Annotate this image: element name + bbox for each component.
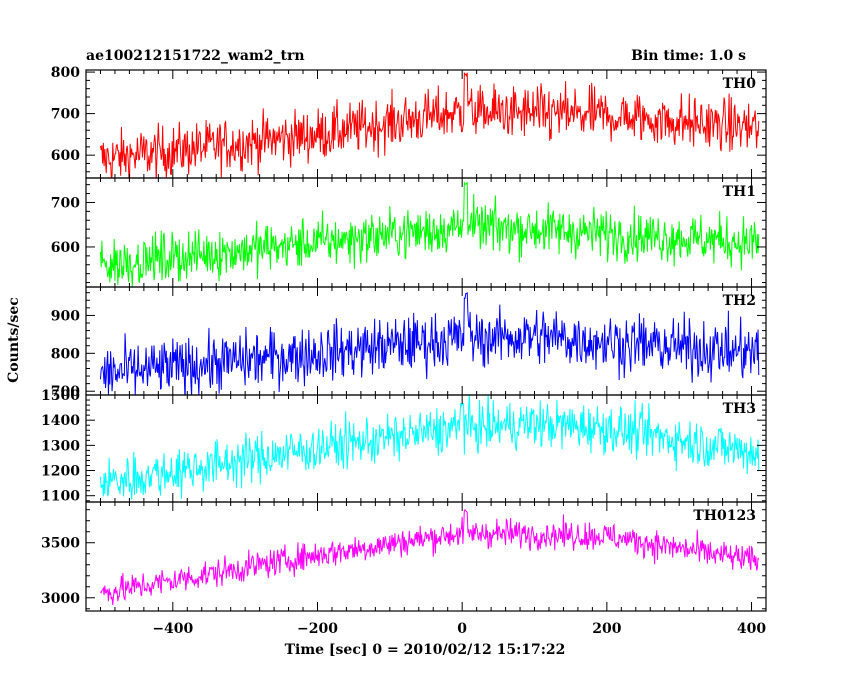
y-tick-label: 900 — [51, 308, 80, 324]
x-tick-label: 0 — [457, 621, 467, 637]
x-axis-label: Time [sec] 0 = 2010/02/12 15:17:22 — [285, 642, 566, 658]
panel-label-th0: TH0 — [723, 76, 757, 92]
y-tick-label: 600 — [51, 148, 80, 164]
y-tick-label: 800 — [51, 65, 80, 81]
x-tick-label: −400 — [152, 621, 193, 637]
series-line-th3 — [99, 395, 760, 500]
panel-label-th2: TH2 — [723, 293, 756, 309]
panel-frame-th0123 — [85, 501, 767, 612]
y-tick-label: 1100 — [41, 489, 80, 505]
x-tick-label: −200 — [297, 621, 338, 637]
series-line-th1 — [99, 181, 760, 287]
y-axis-label: Counts/sec — [6, 297, 22, 383]
panels-layer: TH0 600 700 800 TH1 600 700 TH2 700 800 900 TH3 1100… — [41, 65, 767, 637]
y-tick-label: 1300 — [41, 438, 80, 454]
panel-label-th1: TH1 — [723, 184, 756, 200]
y-tick-label: 700 — [51, 384, 80, 400]
y-tick-label: 3000 — [41, 591, 80, 607]
bin-time-label: Bin time: 1.0 s — [631, 48, 746, 64]
y-tick-label: 1200 — [41, 464, 80, 480]
y-tick-label: 600 — [51, 240, 80, 256]
series-line-th2 — [99, 292, 760, 395]
series-line-th0 — [99, 71, 760, 178]
plot-title: ae100212151722_wam2_trn — [86, 48, 305, 64]
y-tick-label: 700 — [51, 107, 80, 123]
y-tick-label: 700 — [51, 195, 80, 211]
y-tick-label: 3500 — [41, 536, 80, 552]
y-tick-label: 1400 — [41, 413, 80, 429]
x-tick-label: 400 — [737, 621, 766, 637]
y-tick-label: 1500 — [41, 388, 80, 404]
panel-label-th0123: TH0123 — [693, 508, 756, 524]
series-line-th0123 — [100, 509, 760, 606]
y-tick-label: 800 — [51, 346, 80, 362]
panel-frame-th3 — [85, 394, 767, 503]
panel-label-th3: TH3 — [723, 401, 756, 417]
x-tick-label: 200 — [592, 621, 621, 637]
